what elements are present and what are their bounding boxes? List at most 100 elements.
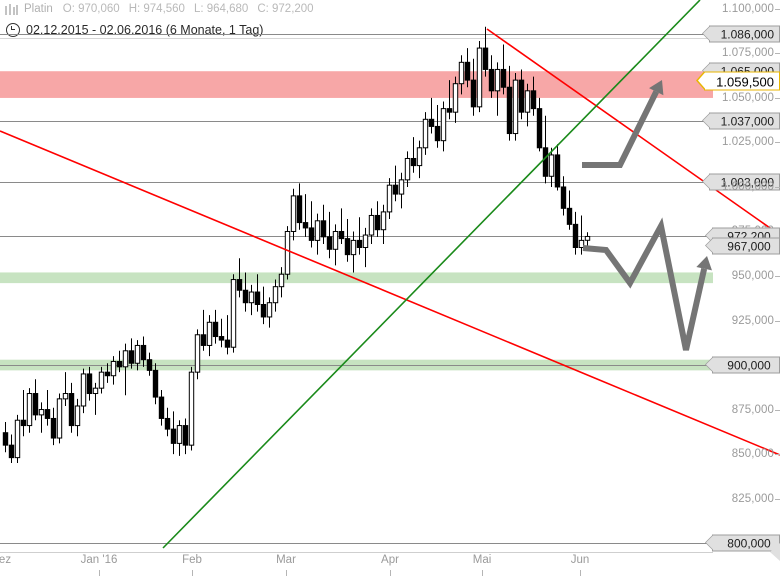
candlestick bbox=[554, 144, 561, 191]
candlestick bbox=[68, 382, 75, 433]
date-range-label: 02.12.2015 - 02.06.2016 (6 Monate, 1 Tag… bbox=[26, 23, 264, 37]
price-level-label[interactable]: 1.086,000 bbox=[701, 25, 780, 43]
candlestick bbox=[176, 420, 183, 456]
candlestick bbox=[164, 407, 171, 437]
candlestick bbox=[374, 201, 381, 237]
time-axis-label: ez bbox=[0, 554, 12, 566]
candlestick bbox=[422, 112, 429, 155]
candlestick bbox=[248, 284, 255, 316]
candlestick bbox=[278, 267, 285, 298]
candlestick bbox=[308, 201, 315, 248]
candlestick bbox=[14, 414, 21, 463]
current-price-label[interactable]: 1.059,500 bbox=[696, 71, 780, 91]
price-level-label[interactable]: 900,000 bbox=[705, 356, 780, 374]
candlestick bbox=[242, 272, 249, 312]
candlestick bbox=[386, 178, 393, 220]
candlestick bbox=[212, 309, 219, 344]
candlestick bbox=[404, 151, 411, 187]
price-axis-tick: 825,000 bbox=[731, 492, 780, 505]
candlestick bbox=[350, 231, 357, 273]
candlestick bbox=[392, 165, 399, 202]
bearish-zigzag-arrow[interactable] bbox=[582, 217, 712, 351]
time-axis-tick bbox=[286, 570, 287, 576]
candlestick bbox=[320, 204, 327, 244]
candlestick bbox=[74, 398, 81, 437]
time-axis-tick bbox=[482, 570, 483, 576]
candlestick bbox=[488, 55, 495, 98]
candlestick bbox=[506, 65, 513, 141]
time-axis-tick bbox=[192, 570, 193, 576]
candlestick bbox=[200, 309, 207, 351]
resistance-zone bbox=[0, 71, 713, 98]
candlestick bbox=[254, 274, 261, 312]
candlestick bbox=[530, 76, 537, 116]
candlestick bbox=[158, 389, 165, 426]
ohlc-low: L: 964,680 bbox=[193, 3, 249, 15]
time-axis-label: Feb bbox=[182, 554, 202, 566]
candlestick bbox=[458, 55, 465, 95]
price-level-label[interactable]: 1.037,000 bbox=[701, 112, 780, 130]
candlestick bbox=[368, 208, 375, 244]
candlestick bbox=[188, 366, 195, 451]
candlestick bbox=[452, 76, 459, 123]
candlestick bbox=[128, 338, 135, 369]
date-range-bar[interactable]: 02.12.2015 - 02.06.2016 (6 Monate, 1 Tag… bbox=[0, 20, 780, 40]
gridlines bbox=[0, 34, 713, 544]
price-level-label[interactable]: 967,000 bbox=[705, 237, 780, 255]
candlestick bbox=[446, 80, 453, 120]
candlestick bbox=[494, 62, 501, 116]
price-axis-tick: 1.100,000 bbox=[721, 2, 780, 15]
ohlc-open: O: 970,060 bbox=[62, 3, 120, 15]
candlestick bbox=[98, 366, 105, 394]
candlestick bbox=[266, 297, 273, 328]
candlestick bbox=[566, 190, 573, 230]
candlestick bbox=[260, 286, 267, 325]
candlestick bbox=[236, 258, 243, 298]
bar-chart-icon bbox=[4, 3, 19, 15]
instrument-ohlc-bar: Platin O: 970,060 H: 974,560 L: 964,680 … bbox=[0, 0, 780, 18]
price-axis-tick: 1.000,000 bbox=[721, 180, 780, 193]
candlestick bbox=[140, 336, 147, 367]
candlestick bbox=[290, 188, 297, 241]
price-level-label[interactable]: 800,000 bbox=[705, 534, 780, 552]
candlestick bbox=[116, 350, 123, 373]
candlestick bbox=[578, 215, 585, 255]
candlestick bbox=[326, 211, 333, 259]
candlestick bbox=[86, 366, 93, 401]
price-axis-tick: 850,000 bbox=[731, 448, 780, 461]
price-level-label[interactable]: 1.003,000 bbox=[701, 173, 780, 191]
candlestick bbox=[206, 315, 213, 357]
candlestick bbox=[38, 402, 45, 433]
candlestick bbox=[80, 368, 87, 414]
candlestick bbox=[44, 389, 51, 426]
candlestick bbox=[518, 69, 525, 120]
candlesticks bbox=[2, 26, 591, 463]
candlestick bbox=[110, 356, 117, 385]
candlestick bbox=[182, 418, 189, 455]
price-axis-tick: 1.050,000 bbox=[721, 91, 780, 104]
time-axis-label: Jun bbox=[570, 554, 590, 566]
candlestick bbox=[512, 73, 519, 141]
candlestick bbox=[230, 274, 237, 353]
candlestick bbox=[560, 176, 567, 216]
candlestick bbox=[218, 318, 225, 348]
candlestick bbox=[302, 194, 309, 237]
candlestick bbox=[428, 97, 435, 134]
downtrend-lower[interactable] bbox=[0, 130, 780, 456]
candlestick bbox=[224, 315, 231, 355]
candlestick bbox=[32, 379, 39, 421]
bullish-scenario-arrow[interactable] bbox=[582, 80, 664, 168]
candlestick bbox=[122, 343, 129, 396]
candlestick bbox=[146, 352, 153, 376]
uptrend-main[interactable] bbox=[162, 0, 701, 549]
candlestick bbox=[500, 44, 507, 95]
candlestick bbox=[440, 101, 447, 152]
candlestick bbox=[542, 115, 549, 184]
candlestick bbox=[464, 48, 471, 88]
candlestick bbox=[152, 363, 159, 405]
header-divider bbox=[0, 38, 716, 39]
candlestick bbox=[410, 137, 417, 173]
time-axis-tick bbox=[99, 570, 100, 576]
